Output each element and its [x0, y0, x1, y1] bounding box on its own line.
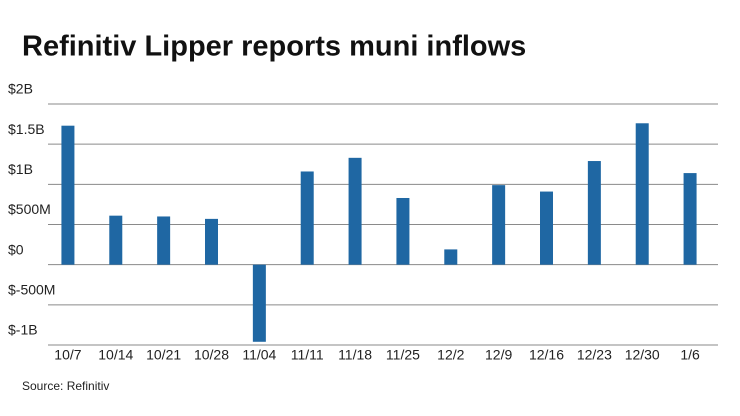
x-tick-label: 12/16 — [529, 347, 564, 363]
y-tick-label: $500M — [8, 201, 51, 217]
x-tick-label: 11/18 — [338, 347, 372, 363]
chart-title: Refinitiv Lipper reports muni inflows — [22, 31, 526, 63]
bar — [109, 215, 123, 265]
bar — [205, 218, 218, 265]
x-tick-label: 12/2 — [437, 347, 464, 363]
bar — [492, 185, 506, 265]
bar — [396, 197, 410, 265]
y-tick-label: $1.5B — [8, 121, 45, 137]
bar — [300, 171, 314, 265]
bar — [587, 161, 601, 265]
y-tick-label: $-1B — [8, 322, 38, 338]
x-tick-label: 12/23 — [577, 347, 612, 363]
y-tick-label: $1B — [8, 161, 33, 177]
x-tick-label: 10/28 — [194, 347, 229, 363]
bar — [444, 249, 458, 265]
y-tick-label: $2B — [8, 81, 33, 97]
bar — [635, 123, 649, 265]
x-tick-label: 10/21 — [146, 347, 181, 363]
x-tick-label: 11/04 — [242, 347, 276, 363]
x-tick-label: 12/30 — [625, 347, 660, 363]
y-tick-label: $-500M — [8, 282, 55, 298]
bar — [683, 173, 697, 265]
source-note: Source: Refinitiv — [22, 379, 109, 393]
x-tick-label: 10/14 — [98, 347, 133, 363]
x-tick-label: 11/25 — [386, 347, 420, 363]
x-tick-label: 12/9 — [485, 347, 512, 363]
bar — [61, 125, 75, 265]
bar — [348, 157, 362, 265]
x-tick-label: 1/6 — [680, 347, 700, 363]
bar — [157, 216, 171, 265]
x-tick-label: 11/11 — [291, 347, 324, 363]
y-tick-label: $0 — [8, 241, 24, 257]
bar — [252, 264, 266, 342]
bar — [540, 191, 553, 265]
x-tick-label: 10/7 — [54, 347, 81, 363]
